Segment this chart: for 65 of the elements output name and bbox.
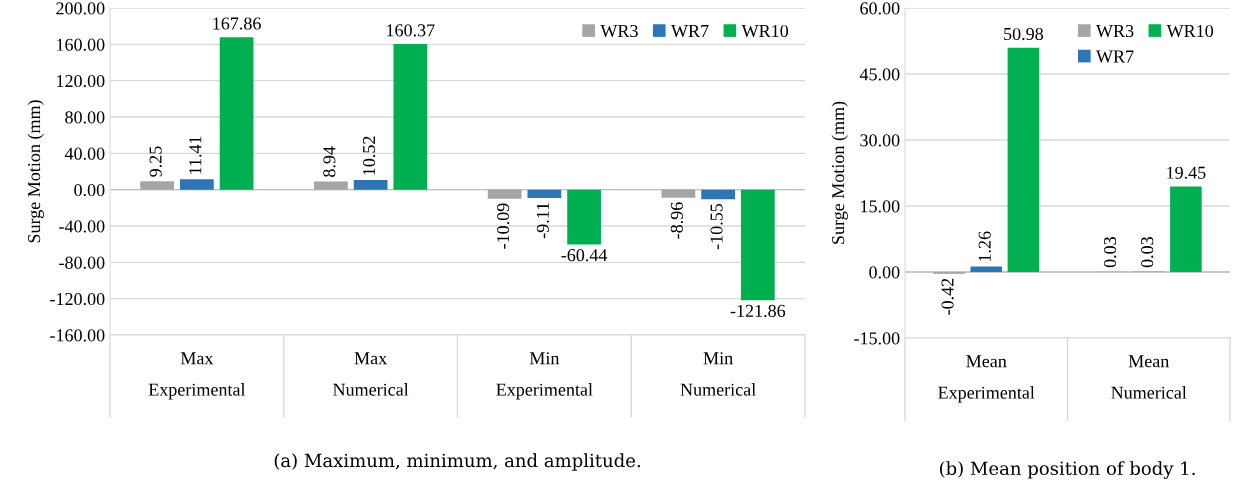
data-label: -0.42 (941, 278, 954, 315)
x-tick-label: Max Numerical (333, 352, 409, 396)
data-label: -60.44 (561, 249, 608, 262)
bar (219, 37, 254, 190)
y-axis-title: Surge Motion (mm) (831, 101, 848, 244)
y-tick-label: 120.00 (57, 74, 105, 88)
text: (a) Maximum, minimum, and amplitude. (274, 453, 640, 471)
y-tick-label: -120.00 (50, 292, 105, 306)
y-tick-label: 30.00 (860, 134, 900, 147)
data-label: 167.86 (213, 17, 261, 30)
data-label: 50.98 (1004, 27, 1044, 41)
data-label: -9.11 (536, 202, 549, 239)
y-tick-label: 80.00 (65, 111, 105, 124)
data-label: 8.94 (323, 146, 336, 177)
bar (970, 266, 1003, 272)
data-label: 9.25 (149, 146, 162, 177)
bar (353, 180, 388, 190)
data-label: 19.45 (1167, 166, 1206, 179)
bar (487, 189, 522, 199)
bar (740, 189, 775, 301)
y-tick-label: 0.00 (74, 183, 105, 197)
y-tick-label: -15.00 (854, 332, 900, 345)
data-label: 11.41 (189, 136, 202, 174)
data-label: 0.03 (1141, 237, 1154, 268)
legend-label: WR7 (671, 25, 709, 38)
data-label: 1.26 (978, 231, 991, 261)
data-label: 10.52 (362, 136, 376, 175)
legend-label: WR7 (1096, 50, 1134, 63)
x-tick-label: Min Numerical (680, 352, 756, 396)
data-label: -10.55 (710, 203, 723, 250)
data-label: -10.09 (497, 203, 510, 249)
data-label: -121.86 (730, 304, 786, 318)
y-tick-label: 40.00 (64, 147, 105, 160)
x-tick-label: Mean Numerical (1111, 355, 1187, 399)
bar (140, 181, 175, 190)
x-tick-label: Mean Experimental (938, 355, 1035, 403)
bar (1007, 47, 1040, 272)
data-label: -8.96 (670, 202, 684, 239)
y-tick-label: 45.00 (859, 68, 900, 81)
text: (b) Mean position of body 1. (939, 461, 1195, 479)
bar (393, 44, 428, 190)
x-tick-label: Min Experimental (496, 352, 593, 400)
bar (527, 189, 562, 198)
bar (661, 189, 696, 198)
legend-label: WR10 (741, 24, 789, 38)
data-label: 0.03 (1103, 237, 1117, 268)
legend-label: WR3 (600, 24, 638, 38)
bar (180, 179, 214, 190)
data-label: 160.37 (387, 24, 435, 37)
y-tick-label: 60.00 (860, 2, 900, 15)
bar (567, 189, 601, 245)
y-axis-title: Surge Motion (mm) (27, 100, 44, 243)
y-tick-label: 0.00 (869, 266, 900, 279)
y-tick-label: 160.00 (57, 38, 105, 51)
y-tick-label: -160.00 (50, 329, 105, 342)
legend-label: WR10 (1166, 24, 1214, 38)
bar (701, 189, 735, 200)
bar (1170, 186, 1202, 272)
x-tick-label: Max Experimental (148, 352, 246, 400)
y-tick-label: -40.00 (59, 220, 105, 233)
y-tick-label: 15.00 (861, 200, 900, 213)
bar (314, 181, 348, 190)
legend-label: WR3 (1096, 24, 1134, 38)
y-tick-label: -80.00 (59, 256, 105, 269)
y-tick-label: 200.00 (56, 2, 105, 15)
